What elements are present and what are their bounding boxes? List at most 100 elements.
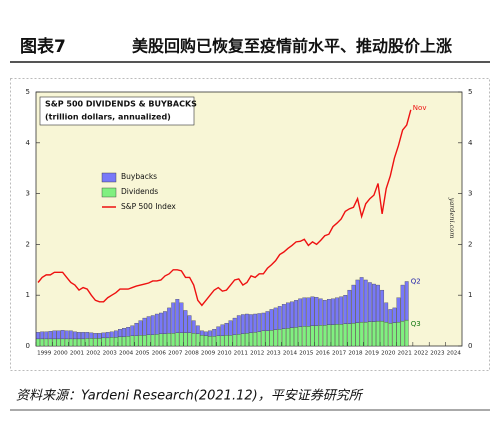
bar [101,337,106,347]
bar [310,325,315,347]
x-tick-label: 2005 [135,351,150,357]
bar [81,338,85,347]
bar [163,333,167,347]
x-tick-label: 2022 [414,351,428,357]
chart-subtitle: (trillion dollars, annualized) [45,113,171,122]
bar [204,335,208,347]
bar [326,299,331,325]
bar [376,284,380,322]
x-tick-label: 2023 [430,351,445,357]
bar [208,336,212,347]
bar [355,279,360,323]
y-tick-label: 0 [26,342,30,350]
bar [245,313,249,334]
bar [322,300,327,326]
bar [404,319,409,347]
bar [376,320,380,347]
bar [89,332,94,339]
bar [384,321,389,347]
chart-frame [10,78,490,371]
bar [183,332,188,347]
bar [322,325,327,347]
bar [384,302,389,323]
bar [85,332,90,339]
bar [40,331,45,340]
x-tick-label: 2024 [447,351,462,357]
chart: 0 1 2 3 4 5 0 1 2 3 4 5 1999 2000 2001 2002 2003 2004 2005… [26,88,473,357]
x-tick-label: 2018 [348,351,363,357]
y2-tick-label: 1 [468,291,472,299]
bar [200,330,204,336]
bar [220,335,225,347]
x-tick-label: 2017 [332,351,347,357]
bar [73,331,77,340]
bar [81,332,85,340]
bar [93,333,98,339]
bar [277,329,282,347]
bar [372,321,376,347]
bar [212,329,217,337]
bar [257,313,262,332]
bar [191,333,196,347]
bar [216,326,221,336]
annotation: Q3 [411,320,421,328]
bar [380,320,385,347]
bar [298,326,303,347]
bar [126,336,131,347]
x-tick-label: 2000 [53,351,68,357]
x-tick-label: 2006 [152,351,167,357]
bar [302,297,307,327]
bar [396,297,401,323]
bar [220,324,225,336]
bar [318,298,323,326]
bar [113,330,118,338]
bar [286,302,290,329]
bar [167,307,172,334]
bar [167,333,172,347]
bar [142,335,147,347]
x-tick-label: 2015 [299,351,314,357]
bar [236,334,241,347]
bar [36,332,40,340]
bar [253,332,258,347]
line-series [37,109,412,307]
bar [159,312,163,334]
source-note: 资料来源：Yardeni Research(2021.12)，平安证券研究所 [16,388,364,404]
bar [335,297,339,325]
bar [122,328,126,338]
y2-tick-label: 3 [468,190,472,198]
bar [52,330,57,340]
bar [77,332,81,340]
bar [105,337,110,347]
bar [306,297,311,327]
bar [146,334,151,347]
annotation: Nov [413,104,427,112]
bar [154,334,159,347]
bar [105,332,110,339]
bar [204,331,208,336]
bar [130,325,135,336]
bar [138,335,143,347]
bar [294,327,298,347]
bar [396,321,401,347]
x-tick-label: 2013 [266,351,281,357]
bar [372,283,376,322]
x-tick-label: 2012 [250,351,264,357]
bar [355,322,360,347]
y2-tick-label: 2 [468,240,472,248]
bar [339,296,344,325]
y2-tick-label: 0 [468,342,472,350]
bar [163,311,167,334]
bar [363,321,368,347]
bar [85,338,90,347]
y2-tick-label: 4 [468,139,473,147]
bar [175,299,180,333]
y-tick-label: 5 [26,88,30,96]
bar [195,333,200,347]
bar [126,327,131,337]
bar [212,336,217,347]
bar [118,336,122,347]
bar [400,284,405,322]
bar [44,338,49,347]
